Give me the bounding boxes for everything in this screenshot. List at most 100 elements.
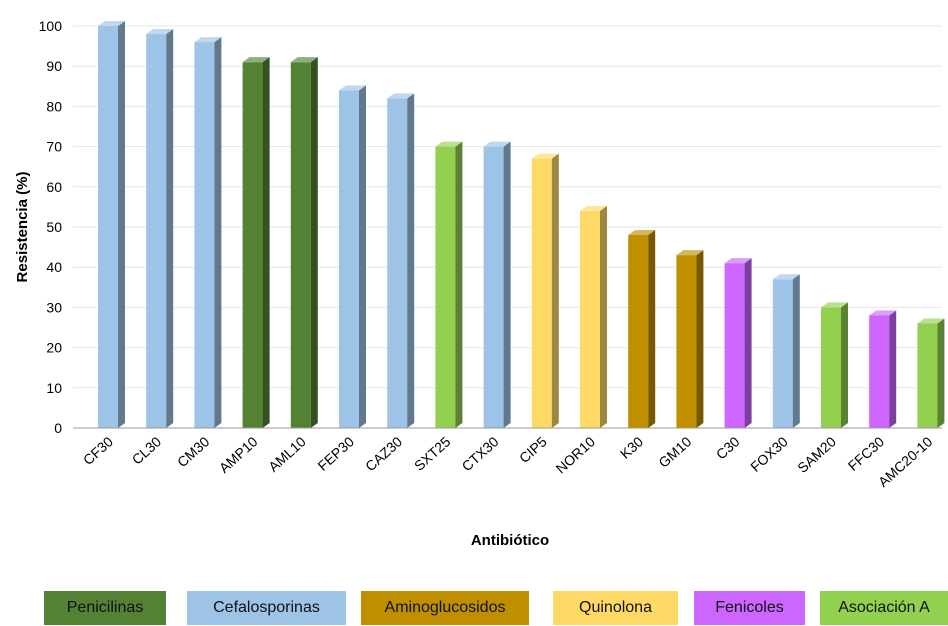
y-tick-label: 20	[46, 340, 62, 356]
bar-front	[772, 279, 793, 428]
x-tick-label: FFC30	[845, 433, 888, 474]
bar-top	[917, 318, 945, 324]
x-tick-label: SAM20	[794, 433, 839, 476]
bar-side	[503, 141, 511, 428]
bar-top	[435, 141, 463, 147]
legend: Penicilinas Cefalosporinas Aminoglucosidos…	[0, 591, 948, 625]
bar-front	[146, 34, 167, 428]
bars	[98, 21, 945, 429]
bar-top	[98, 21, 125, 26]
bar-top	[387, 93, 415, 99]
bar-side	[551, 153, 559, 428]
legend-item: Asociación A	[820, 591, 948, 625]
x-tick-label: CAZ30	[362, 433, 405, 474]
bar-top	[146, 29, 174, 35]
bar-side	[600, 205, 607, 428]
bar-top	[242, 57, 270, 63]
bar-front	[435, 146, 456, 428]
bar-front	[194, 42, 215, 428]
bar-top	[628, 230, 656, 236]
bar-front	[628, 235, 649, 428]
y-tick-label: 70	[46, 139, 62, 155]
bar-front	[724, 263, 745, 428]
bar-side	[310, 57, 318, 429]
bar-cf30	[98, 21, 125, 428]
bar-side	[407, 93, 415, 429]
bar-cm30	[194, 37, 222, 428]
bar-top	[869, 310, 897, 316]
x-axis-ticks: CF30 CL30 CM30 AMP10 AML10 FEP30 CAZ30 SXT25 CTX…	[80, 433, 936, 490]
bar-front	[98, 26, 118, 428]
x-axis-title: Antibiótico	[471, 532, 549, 549]
bar-side	[937, 318, 945, 428]
bar-front	[290, 62, 311, 429]
bar-top	[580, 205, 607, 211]
y-tick-label: 0	[54, 420, 62, 436]
bar-ffc30	[869, 310, 897, 428]
bar-nor10	[580, 205, 607, 428]
bar-front	[580, 210, 600, 428]
x-tick-label: CL30	[129, 433, 165, 467]
bar-top	[676, 250, 704, 256]
y-tick-label: 60	[46, 179, 62, 195]
bar-c30	[724, 258, 752, 428]
bar-front	[242, 62, 263, 429]
bar-amp10	[242, 57, 270, 429]
y-tick-label: 50	[46, 219, 62, 235]
x-tick-label: CTX30	[459, 433, 502, 474]
legend-item: Quinolona	[553, 591, 678, 625]
y-tick-label: 10	[46, 380, 62, 396]
bar-caz30	[387, 93, 415, 429]
bar-side	[792, 274, 800, 428]
bar-fox30	[772, 274, 800, 428]
y-tick-label: 40	[46, 259, 62, 275]
x-tick-label: SXT25	[411, 433, 454, 474]
x-tick-label: FEP30	[314, 433, 357, 474]
bar-side	[696, 250, 704, 428]
bar-front	[869, 315, 890, 428]
bar-chart: 0 10 20 30 40 50 60 70 80 90 100 CF30 CL30 CM30 AMP10…	[14, 18, 945, 549]
legend-item: Penicilinas	[44, 591, 166, 625]
bar-front	[676, 255, 697, 428]
bar-top	[772, 274, 800, 280]
bar-top	[194, 37, 222, 43]
bar-top	[290, 57, 318, 63]
y-tick-label: 80	[46, 98, 62, 114]
bar-ctx30	[483, 141, 511, 428]
bar-amc20-10	[917, 318, 945, 428]
x-tick-label: AMP10	[216, 433, 261, 476]
y-tick-label: 90	[46, 58, 62, 74]
bar-side	[889, 310, 897, 428]
bar-side	[262, 57, 270, 429]
y-axis-title: Resistencia (%)	[14, 172, 31, 283]
bar-front	[387, 98, 408, 429]
bar-top	[483, 141, 511, 147]
bar-side	[455, 141, 463, 428]
bar-side	[214, 37, 222, 428]
x-tick-label: CM30	[174, 433, 213, 470]
bar-top	[339, 85, 366, 91]
bar-side	[359, 85, 366, 428]
x-tick-label: FOX30	[747, 433, 791, 475]
bar-side	[166, 29, 174, 428]
legend-item: Fenicoles	[694, 591, 805, 625]
bar-side	[841, 302, 848, 428]
bar-side	[118, 21, 125, 428]
bar-front	[483, 146, 504, 428]
y-tick-label: 100	[39, 18, 63, 34]
x-tick-label: CF30	[80, 433, 116, 468]
x-tick-label: AML10	[265, 433, 309, 475]
y-axis-ticks: 0 10 20 30 40 50 60 70 80 90 100	[39, 18, 63, 436]
bar-side	[744, 258, 752, 428]
bar-front	[531, 158, 552, 428]
bar-k30	[628, 230, 656, 428]
bar-sxt25	[435, 141, 463, 428]
x-tick-label: GM10	[655, 433, 694, 471]
x-tick-label: CIP5	[516, 433, 550, 466]
x-tick-label: C30	[713, 433, 743, 462]
bar-front	[917, 323, 938, 428]
bar-top	[821, 302, 848, 308]
x-tick-label: K30	[617, 433, 646, 462]
bar-sam20	[821, 302, 848, 428]
bar-top	[724, 258, 752, 264]
